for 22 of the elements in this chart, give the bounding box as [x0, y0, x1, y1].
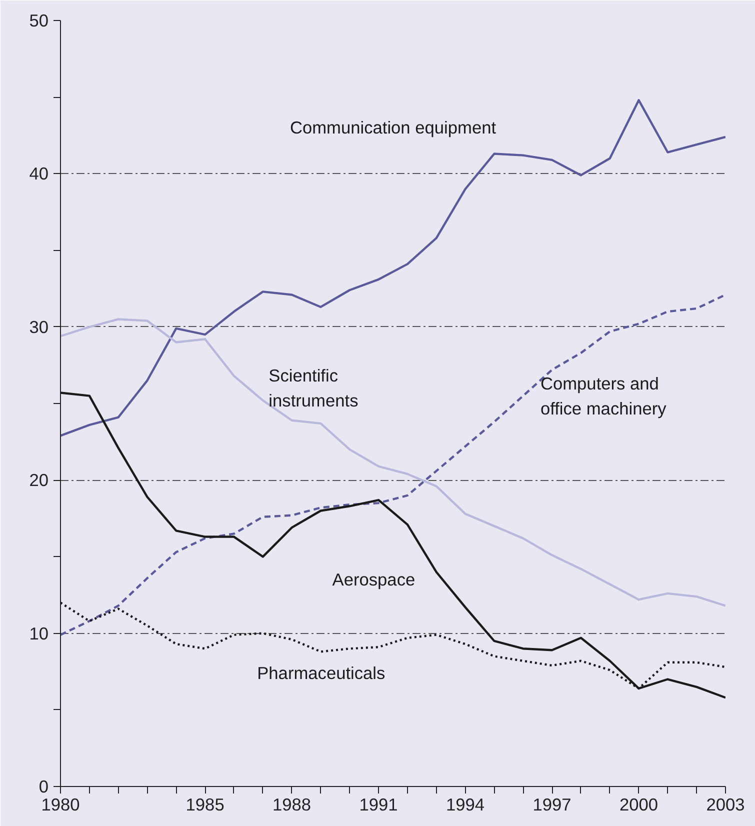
- line-series: [60, 99, 726, 437]
- y-tick-label: 10: [29, 623, 49, 644]
- x-tick-label: 1991: [359, 794, 398, 814]
- y-tick-label: 40: [29, 164, 49, 184]
- series-label: Computers and office machinery: [540, 373, 667, 418]
- y-tick-label: 20: [29, 470, 49, 490]
- line-series: [60, 318, 726, 607]
- y-tick-label: 50: [29, 10, 49, 30]
- x-tick-label: 1985: [186, 794, 224, 814]
- series-label: Aerospace: [332, 570, 416, 590]
- y-tick-label: 0: [38, 776, 49, 796]
- x-tick-label: 2003: [706, 794, 745, 814]
- x-tick-label: 1988: [272, 794, 312, 814]
- x-tick-label: 1997: [532, 794, 572, 814]
- y-tick-label: 30: [29, 316, 49, 337]
- line-series: [60, 294, 726, 636]
- x-tick-label: 1980: [41, 794, 80, 814]
- x-tick-label: 1994: [446, 794, 485, 814]
- series-label: Communication equipment: [290, 118, 496, 138]
- series-label: Scientific instruments: [268, 366, 359, 411]
- x-tick-label: 2000: [619, 794, 658, 814]
- series-label: Pharmaceuticals: [257, 663, 386, 684]
